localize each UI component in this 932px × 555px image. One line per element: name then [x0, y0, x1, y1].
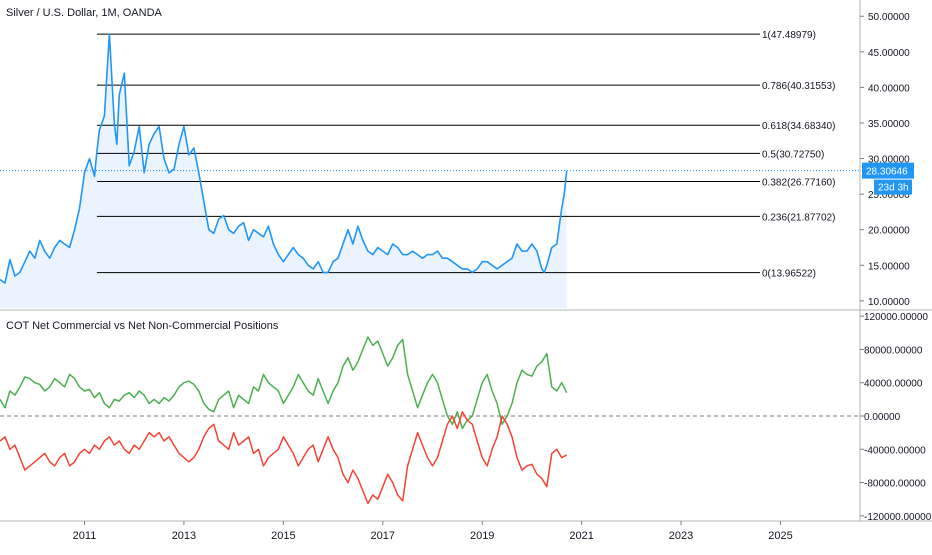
- last-price-badge-text: 28.30646: [866, 167, 908, 178]
- price-y-tick-label: 50.00000: [868, 12, 910, 23]
- cot-y-tick-label: 80000.00000: [864, 345, 923, 356]
- price-y-tick-label: 35.00000: [868, 119, 910, 130]
- cot-y-tick-label: -120000.00000: [864, 512, 932, 523]
- cot-series-net-non-commercial[interactable]: [0, 336, 568, 430]
- fib-label-0-382: 0.382(26.77160): [762, 178, 835, 189]
- fib-label-0-618: 0.618(34.68340): [762, 121, 835, 132]
- x-tick-label: 2025: [768, 530, 792, 542]
- x-tick-label: 2021: [569, 530, 593, 542]
- fib-label-0-236: 0.236(21.87702): [762, 212, 835, 223]
- x-tick-label: 2019: [470, 530, 494, 542]
- x-tick-label: 2015: [271, 530, 295, 542]
- price-series-line[interactable]: [0, 33, 568, 284]
- price-y-tick-label: 45.00000: [868, 48, 910, 59]
- cot-pane-title: COT Net Commercial vs Net Non-Commercial…: [6, 320, 279, 332]
- cot-series-net-commercial[interactable]: [0, 411, 568, 505]
- last-price-badge: [862, 162, 914, 179]
- x-tick-label: 2023: [669, 530, 693, 542]
- fib-label-0-786: 0.786(40.31553): [762, 81, 835, 92]
- x-tick-label: 2011: [73, 530, 97, 542]
- cot-y-tick-label: 0.00000: [864, 412, 901, 423]
- cot-y-tick-label: 40000.00000: [864, 379, 923, 390]
- x-tick-label: 2017: [371, 530, 395, 542]
- countdown-badge-text: 23d 3h: [878, 183, 909, 194]
- price-pane-title: Silver / U.S. Dollar, 1M, OANDA: [6, 7, 162, 19]
- price-y-tick-label: 30.00000: [868, 155, 910, 166]
- fib-label-1: 1(47.48979): [762, 30, 816, 41]
- price-y-tick-label: 20.00000: [868, 226, 910, 237]
- price-y-tick-label: 40.00000: [868, 83, 910, 94]
- fib-label-0: 0(13.96522): [762, 269, 816, 280]
- cot-y-tick-label: -80000.00000: [864, 479, 926, 490]
- fib-label-0-5: 0.5(30.72750): [762, 149, 824, 160]
- price-area-fill: [0, 34, 567, 308]
- countdown-badge: [874, 179, 912, 195]
- price-y-tick-label: 15.00000: [868, 261, 910, 272]
- cot-y-tick-label: 120000.00000: [864, 312, 928, 323]
- price-y-tick-label: 25.00000: [868, 190, 910, 201]
- x-tick-label: 2013: [172, 530, 196, 542]
- cot-y-tick-label: -40000.00000: [864, 445, 926, 456]
- price-y-tick-label: 10.00000: [868, 297, 910, 308]
